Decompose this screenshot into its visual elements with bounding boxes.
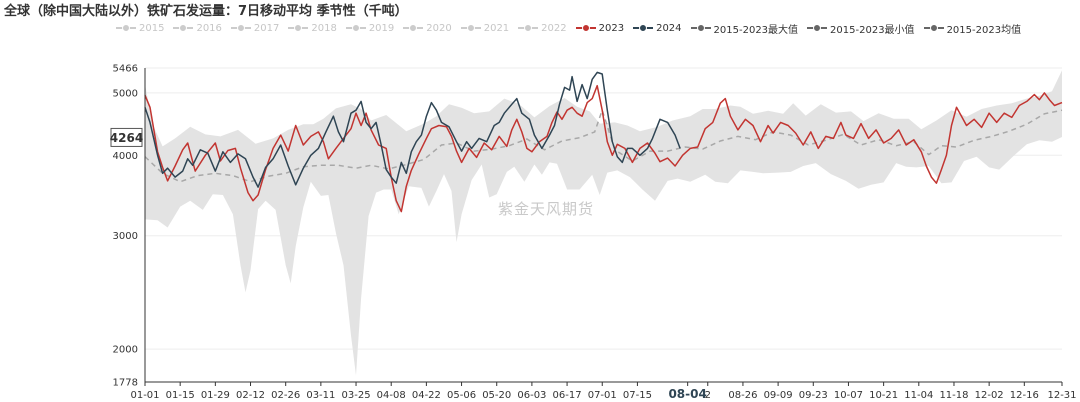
legend-marker-icon xyxy=(460,24,481,32)
legend-marker-icon xyxy=(923,24,944,32)
legend-marker-icon xyxy=(807,24,828,32)
legend-item[interactable]: 2020 xyxy=(403,21,452,35)
x-tick-label: 11-04 xyxy=(904,390,933,401)
legend-marker-icon xyxy=(230,24,251,32)
x-tick-label: 2 xyxy=(705,390,711,401)
y-tick-label: 3000 xyxy=(113,231,138,242)
x-tick-label: 03-11 xyxy=(306,390,335,401)
x-tick-label: 09-23 xyxy=(799,390,828,401)
x-tick-label: 05-06 xyxy=(447,390,476,401)
band-area xyxy=(145,70,1062,376)
chart-title: 全球（除中国大陆以外）铁矿石发运量：7日移动平均 季节性（千吨） xyxy=(4,4,408,19)
legend-item[interactable]: 2017 xyxy=(230,21,280,35)
x-tick-label: 11-18 xyxy=(939,390,968,401)
legend-item[interactable]: 2015 xyxy=(116,21,164,35)
x-tick-label: 10-21 xyxy=(869,390,898,401)
legend-item[interactable]: 2016 xyxy=(173,21,222,35)
x-tick-label: 09-09 xyxy=(764,390,793,401)
legend-label: 2023 xyxy=(598,22,625,34)
legend-item[interactable]: 2023 xyxy=(575,21,625,35)
x-tick-label: 06-17 xyxy=(553,390,582,401)
x-tick-label: 01-29 xyxy=(201,390,230,401)
legend-item[interactable]: 2022 xyxy=(518,21,567,35)
legend-label: 2015-2023最大值 xyxy=(713,24,799,36)
legend-marker-icon xyxy=(690,24,711,32)
legend-item[interactable]: 2019 xyxy=(345,21,395,35)
legend-marker-icon xyxy=(575,24,596,32)
legend-label: 2016 xyxy=(196,22,222,34)
series-line-avg xyxy=(144,107,1063,183)
axes: 1778 2000 3000 4000 5000 5466 01-01 01-15 01-29 0… xyxy=(110,64,1077,402)
x-tick-label: 08-04 xyxy=(668,387,706,401)
legend: 2015 2016 2017 2018 2019 2020 2021 2022 2023 2024… xyxy=(116,21,1022,36)
legend-label: 2015-2023均值 xyxy=(946,24,1022,36)
legend-marker-icon xyxy=(633,24,654,32)
x-tick-label: 12-02 xyxy=(975,390,1004,401)
legend-item[interactable]: 2024 xyxy=(633,21,682,35)
series-lines xyxy=(144,71,1063,213)
x-tick-label: 07-15 xyxy=(623,390,652,401)
legend-label: 2022 xyxy=(541,22,567,34)
legend-item[interactable]: 2018 xyxy=(288,21,337,35)
legend-marker-icon xyxy=(518,24,539,32)
legend-label: 2015 xyxy=(139,22,165,34)
legend-item[interactable]: 2015-2023最大值 xyxy=(690,21,799,36)
legend-label: 2021 xyxy=(483,22,510,34)
legend-marker-icon xyxy=(116,24,136,32)
legend-label: 2019 xyxy=(368,22,395,34)
legend-marker-icon xyxy=(345,24,366,32)
y-tick-label: 4000 xyxy=(113,151,138,162)
y-tick-label: 5000 xyxy=(113,88,138,99)
x-tick-label: 07-01 xyxy=(588,390,617,401)
legend-item[interactable]: 2015-2023均值 xyxy=(923,21,1022,36)
x-tick-label: 03-25 xyxy=(342,390,371,401)
y-pointer-label: 4264 xyxy=(110,131,143,145)
series-line-2023 xyxy=(144,84,1063,213)
x-tick-label: 12-16 xyxy=(1010,390,1039,401)
x-tick-label: 01-15 xyxy=(166,390,195,401)
x-tick-label: 04-08 xyxy=(377,390,406,401)
y-tick-label: 1778 xyxy=(113,378,138,389)
x-tick-label: 06-03 xyxy=(517,390,546,401)
x-tick-label: 12-31 xyxy=(1047,390,1076,401)
watermark: 紫金天风期货 xyxy=(498,200,595,218)
legend-label: 2018 xyxy=(311,22,337,34)
legend-marker-icon xyxy=(173,24,194,32)
legend-item[interactable]: 2015-2023最小值 xyxy=(807,21,915,36)
x-tick-label: 08-26 xyxy=(728,390,757,401)
series-line-2024 xyxy=(144,71,681,188)
legend-label: 2015-2023最小值 xyxy=(830,24,915,36)
x-tick-label: 01-01 xyxy=(130,390,159,401)
legend-marker-icon xyxy=(288,24,309,32)
x-tick-label: 02-12 xyxy=(236,390,265,401)
legend-marker-icon xyxy=(403,24,424,32)
legend-item[interactable]: 2021 xyxy=(460,21,510,35)
y-tick-label: 2000 xyxy=(113,345,138,356)
y-tick-label: 5466 xyxy=(113,64,138,75)
x-tick-label: 05-20 xyxy=(482,390,511,401)
legend-label: 2020 xyxy=(426,22,452,34)
y-pointer-box xyxy=(110,127,143,147)
x-tick-label: 02-26 xyxy=(271,390,300,401)
min-max-band xyxy=(145,70,1062,376)
x-tick-label: 10-07 xyxy=(834,390,863,401)
x-tick-label: 04-22 xyxy=(412,390,441,401)
legend-label: 2024 xyxy=(656,22,682,34)
legend-label: 2017 xyxy=(253,22,280,34)
